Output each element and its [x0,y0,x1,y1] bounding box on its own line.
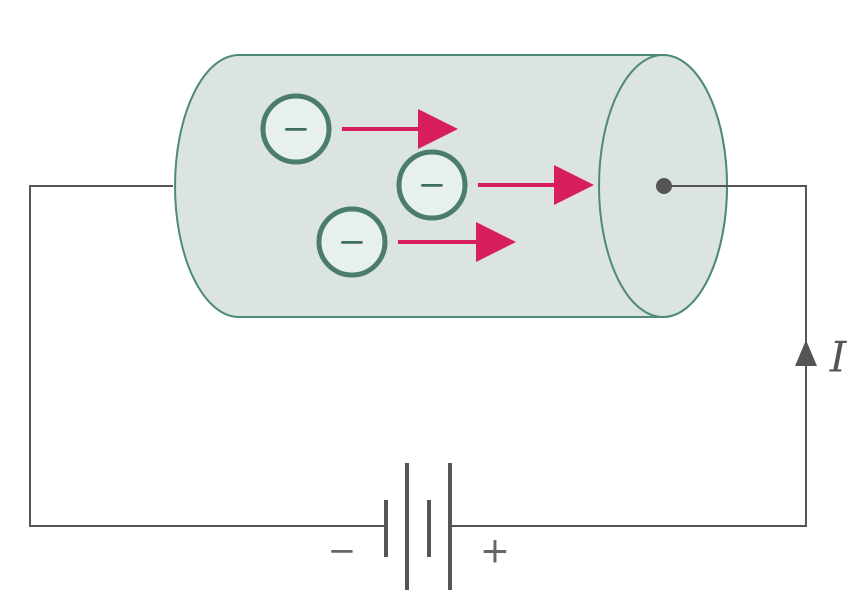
battery [384,463,452,590]
current-direction-arrow [795,340,817,366]
left-wire [29,185,384,527]
electron-3: − [316,206,516,278]
battery-positive-label: + [480,531,510,572]
electron-circle [396,149,468,221]
electron-2: − [396,149,594,221]
electron-circle [316,206,388,278]
electron-charge-symbol: − [418,165,447,205]
electron-1: − [260,93,458,165]
current-label: I [829,333,848,382]
electron-charge-symbol: − [338,222,367,262]
electron-charge-symbol: − [282,109,311,149]
electron-circle [260,93,332,165]
battery-negative-label: − [328,531,357,571]
electrons: − − − [260,93,594,278]
